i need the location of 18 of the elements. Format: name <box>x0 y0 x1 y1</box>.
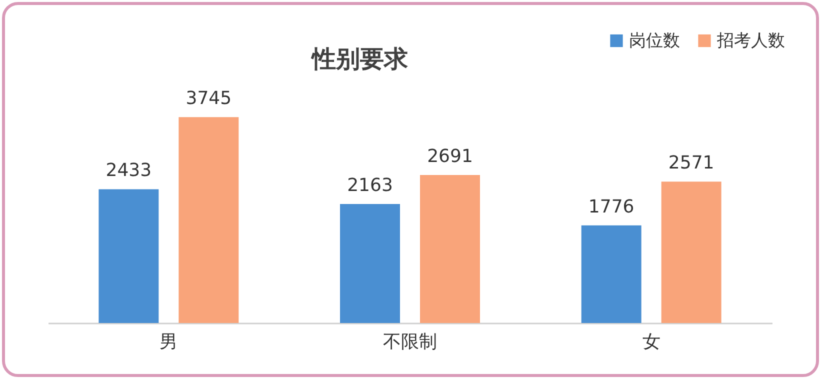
x-tick-label: 女 <box>642 332 660 352</box>
data-label: 3745 <box>186 88 232 110</box>
legend-label: 招考人数 <box>716 30 785 51</box>
data-label: 1776 <box>588 196 634 218</box>
legend-label: 岗位数 <box>629 30 680 51</box>
bar <box>661 182 722 323</box>
bar <box>340 204 400 323</box>
x-tick-label: 不限制 <box>383 332 437 352</box>
bar <box>98 189 159 323</box>
data-label: 2571 <box>668 152 714 174</box>
data-label: 2163 <box>347 175 393 196</box>
bar <box>178 117 239 323</box>
data-label: 2433 <box>106 160 152 182</box>
bar <box>420 175 480 323</box>
chart-title: 性别要求 <box>310 45 409 73</box>
x-tick-label: 男 <box>160 332 178 352</box>
bar <box>581 225 642 323</box>
data-label: 2691 <box>427 146 473 168</box>
